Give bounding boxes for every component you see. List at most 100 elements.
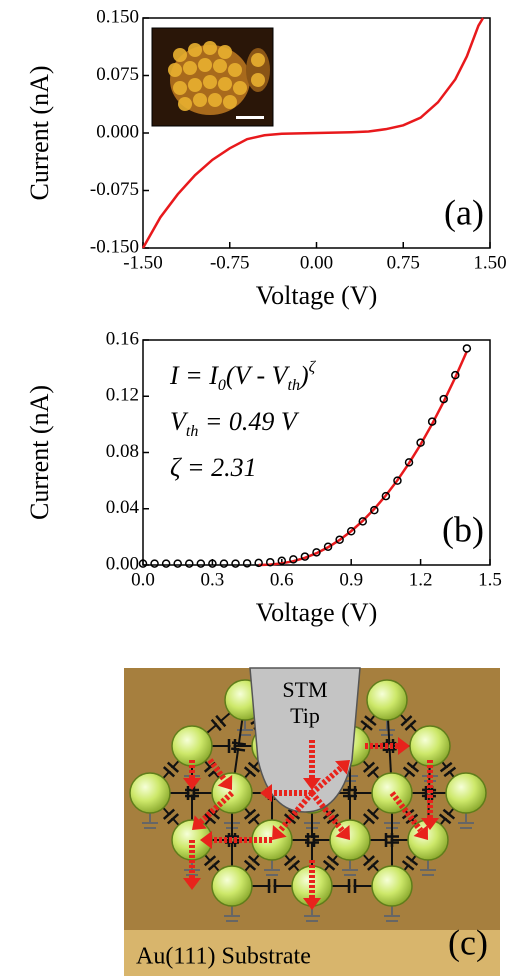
x-axis-label: Voltage (V) — [256, 281, 378, 310]
arrow-head — [421, 818, 439, 830]
capacitor-gap — [369, 815, 373, 818]
capacitor-plate — [364, 715, 377, 727]
capacitor-plate — [405, 855, 419, 866]
data-point — [242, 559, 252, 568]
capacitor-gap — [408, 815, 412, 818]
capacitor-plate — [362, 813, 376, 825]
arrow-head — [272, 825, 287, 840]
x-axis-label: Voltage (V) — [256, 598, 378, 627]
capacitor-gap — [217, 721, 220, 725]
data-point — [404, 458, 414, 467]
x-tick-label: 0.00 — [300, 252, 333, 273]
capacitor-plate — [247, 855, 261, 867]
data-point — [312, 548, 321, 557]
capacitor-plate — [210, 718, 222, 732]
equation-part: th — [186, 423, 198, 440]
capacitor-gap — [445, 815, 449, 818]
data-point — [370, 505, 379, 515]
capacitor-plate — [443, 766, 457, 778]
data-point — [335, 535, 344, 544]
capacitor-gap — [270, 884, 274, 888]
inset-blob — [251, 53, 265, 67]
data-point — [416, 438, 425, 447]
data-point — [358, 517, 368, 526]
inset-blob — [223, 95, 237, 109]
capacitor-gap — [387, 838, 391, 842]
inset-blob — [183, 61, 197, 75]
y-tick-label: 0.12 — [106, 385, 139, 406]
y-axis-label: Current (nA) — [25, 65, 54, 200]
capacitor-gap — [369, 861, 373, 865]
equation-part: ) — [298, 361, 309, 390]
panel-label: (b) — [442, 509, 484, 549]
data-point — [462, 344, 472, 353]
tip-label: Tip — [290, 703, 320, 728]
capacitor-plate — [166, 813, 180, 825]
iv-curve — [141, 17, 485, 249]
data-point — [277, 556, 287, 566]
capacitor-plate — [439, 761, 453, 773]
capacitor-plate — [326, 813, 340, 825]
x-tick-label: 1.2 — [409, 569, 433, 590]
capacitor-plate — [362, 761, 376, 773]
capacitor-plate — [215, 714, 227, 728]
inset-blob — [251, 73, 265, 87]
x-tick-label: -1.50 — [123, 252, 163, 273]
capacitor-gap — [250, 815, 254, 818]
equation-part: = 0.49 V — [198, 407, 300, 436]
capacitor-gap — [409, 768, 413, 771]
capacitor-plate — [406, 761, 420, 773]
capacitor-gap — [210, 815, 214, 818]
equation-part: V — [170, 407, 189, 436]
inset-blob — [203, 41, 217, 55]
capacitor-gap — [189, 791, 193, 795]
nanoparticle — [445, 772, 487, 814]
capacitor-plate — [162, 808, 176, 820]
data-point — [196, 559, 206, 568]
equation-line: I = I0(V - Vth)ζ — [169, 359, 317, 394]
capacitor-plate — [382, 747, 397, 752]
capacitor-gap — [210, 768, 214, 771]
equation-part: 0 — [218, 377, 226, 394]
inset-blob — [233, 81, 247, 95]
capacitor-plate — [283, 855, 297, 867]
capacitor-plate — [243, 766, 257, 778]
inset-blob — [198, 58, 212, 72]
capacitor-plate — [247, 813, 261, 825]
data-point — [173, 559, 182, 568]
inset-blob — [193, 93, 207, 107]
capacitor-gap — [169, 768, 173, 771]
y-tick-label: 0.000 — [96, 121, 139, 142]
capacitor-plate — [366, 808, 380, 820]
arrow-head — [183, 778, 201, 790]
capacitor-plate — [326, 855, 340, 867]
inset-blob — [188, 78, 202, 92]
arrow-head — [335, 825, 350, 840]
fit-line — [258, 350, 469, 567]
capacitor-plate — [360, 719, 373, 731]
capacitor-plate — [247, 761, 261, 773]
x-tick-label: 0.0 — [131, 569, 155, 590]
arrow-shaft — [309, 791, 345, 833]
panel-label: (c) — [448, 922, 488, 962]
inset-blob — [213, 59, 227, 73]
inset-blob — [218, 45, 232, 59]
data-point — [381, 491, 391, 501]
y-tick-label: 0.04 — [106, 497, 140, 518]
capacitor-plate — [366, 766, 380, 778]
arrow-shaft — [207, 758, 228, 783]
x-tick-label: 0.6 — [270, 569, 294, 590]
capacitor-gap — [446, 768, 450, 771]
tip-label: STM — [282, 677, 327, 702]
x-tick-label: 1.50 — [473, 252, 506, 273]
y-tick-label: 0.08 — [106, 441, 139, 462]
capacitor-plate — [400, 715, 413, 727]
arrow-head — [335, 760, 350, 775]
equation-part: (V - V — [226, 361, 291, 390]
capacitor-plate — [243, 808, 257, 820]
capacitor-plate — [404, 719, 417, 731]
capacitor-gap — [290, 861, 294, 865]
capacitor-plate — [166, 761, 180, 773]
capacitor-plate — [401, 860, 415, 871]
